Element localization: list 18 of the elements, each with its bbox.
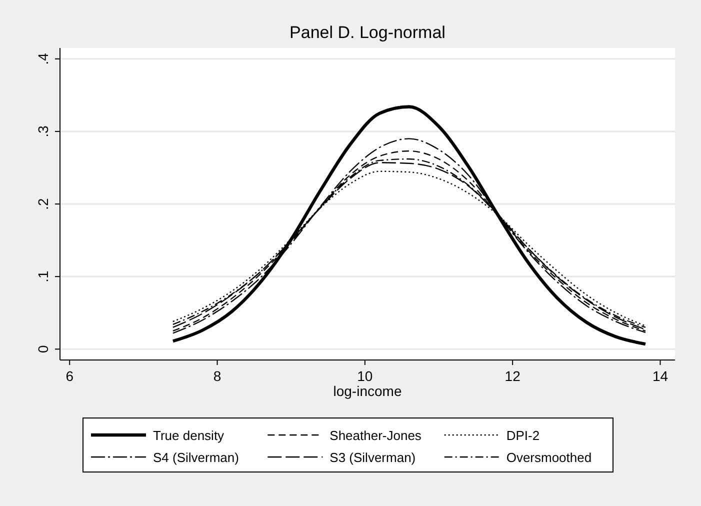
y-tick-label: 0 bbox=[35, 345, 51, 354]
legend-label: S4 (Silverman) bbox=[153, 450, 239, 465]
y-tick-label: .3 bbox=[35, 125, 51, 138]
x-tick-label: 6 bbox=[66, 368, 74, 384]
y-tick-label: .2 bbox=[35, 198, 51, 210]
chart-title: Panel D. Log-normal bbox=[290, 23, 446, 42]
x-tick-label: 10 bbox=[357, 368, 373, 384]
legend-label: Sheather-Jones bbox=[330, 428, 422, 443]
legend-label: S3 (Silverman) bbox=[330, 450, 416, 465]
x-tick-label: 14 bbox=[652, 368, 668, 384]
y-tick-label: .4 bbox=[35, 52, 51, 65]
legend-label: True density bbox=[153, 428, 225, 443]
legend-label: Oversmoothed bbox=[506, 450, 592, 465]
legend-label: DPI-2 bbox=[506, 428, 540, 443]
y-tick-label: .1 bbox=[35, 270, 51, 282]
x-axis-title: log-income bbox=[333, 383, 402, 399]
x-tick-label: 12 bbox=[504, 368, 521, 384]
x-tick-label: 8 bbox=[213, 368, 222, 384]
